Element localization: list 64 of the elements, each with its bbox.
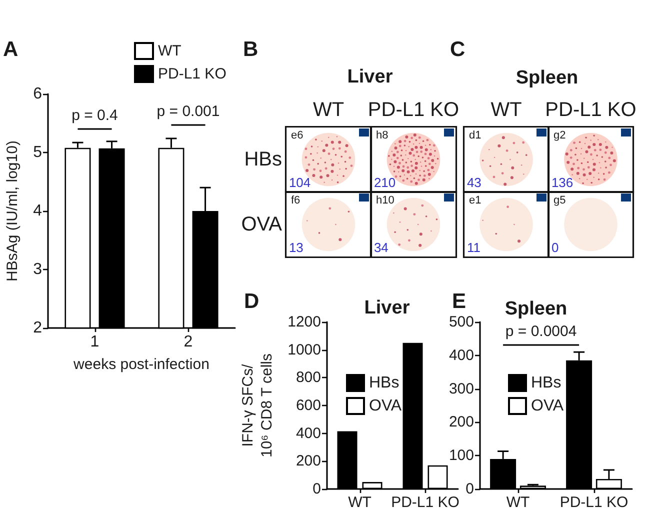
chart-title: Spleen — [516, 68, 578, 88]
legend-label: WT — [158, 42, 182, 60]
annotation: p = 0.001 — [156, 103, 220, 120]
data-label: 43 — [466, 175, 482, 190]
data-label: 104 — [288, 175, 311, 190]
y-tick-label: 800 — [296, 369, 321, 386]
data-label: 210 — [374, 175, 396, 190]
chart-title: Liver — [364, 298, 410, 318]
annotation: h8 — [376, 130, 388, 142]
text: D — [244, 290, 260, 313]
x-tick-label: WT — [506, 494, 530, 511]
annotation: e6 — [291, 130, 304, 142]
annotation: p = 0.4 — [72, 107, 118, 124]
legend-label: HBs — [369, 374, 400, 392]
annotation: h10 — [376, 194, 394, 206]
y-tick-label: 0 — [312, 480, 321, 498]
y-tick-label: 3 — [33, 261, 42, 278]
y-tick-label: 1000 — [288, 341, 321, 358]
annotation: d1 — [469, 130, 482, 142]
data-label: 11 — [466, 240, 480, 256]
y-tick-label: 100 — [448, 447, 474, 464]
annotation: e1 — [469, 194, 482, 206]
x-tick-label: 1 — [90, 334, 100, 350]
annotation: p = 0.0004 — [505, 323, 577, 340]
y-tick-label: 400 — [448, 346, 474, 364]
y-axis-title: HBsAg (IU/ml, log10) — [4, 140, 22, 282]
annotation: g2 — [554, 130, 566, 142]
y-tick-label: 200 — [448, 414, 474, 431]
y-tick-label: 0 — [466, 480, 474, 498]
text: B — [243, 38, 258, 61]
annotation: f6 — [291, 194, 300, 206]
data-label: 34 — [374, 240, 388, 256]
chart-title: Liver — [347, 66, 394, 88]
chart-title: Spleen — [504, 298, 568, 320]
y-tick-label: 400 — [296, 424, 321, 442]
text: A — [3, 38, 18, 61]
legend-label: HBs — [531, 374, 562, 392]
x-tick-label: PD-L1 KO — [368, 99, 460, 121]
y-tick-label: 300 — [448, 380, 474, 398]
y-tick-label: 4 — [33, 202, 42, 220]
text: C — [450, 38, 466, 61]
data-label: 0 — [551, 240, 559, 256]
y-tick-label: 1200 — [288, 314, 321, 330]
data-label: 13 — [288, 240, 304, 256]
text: E — [452, 290, 466, 313]
legend-label: OVA — [531, 398, 564, 414]
y-tick-label: 6 — [33, 86, 42, 102]
data-label: 136 — [551, 175, 574, 190]
x-axis-title: weeks post-infection — [72, 356, 210, 373]
y-tick-label: 2 — [33, 320, 42, 336]
y-tick-label: 200 — [296, 452, 321, 470]
x-tick-label: WT — [348, 494, 372, 511]
legend-label: PD-L1 KO — [158, 66, 226, 82]
x-tick-label: WT — [490, 99, 522, 121]
x-tick-label: PD-L1 KO — [560, 494, 628, 511]
y-axis-title: IFN-γ SFCs/ 10⁶ CD8 T cells — [240, 354, 276, 458]
x-tick-label: WT — [312, 99, 344, 121]
x-tick-label: PD-L1 KO — [545, 99, 636, 121]
y-tick-label: 600 — [296, 397, 321, 414]
y-tick-label: 5 — [33, 144, 42, 161]
annotation: g5 — [554, 194, 566, 206]
y-tick-label: 500 — [448, 314, 474, 330]
x-tick-label: PD-L1 KO — [391, 494, 460, 511]
legend-label: OVA — [369, 398, 402, 414]
